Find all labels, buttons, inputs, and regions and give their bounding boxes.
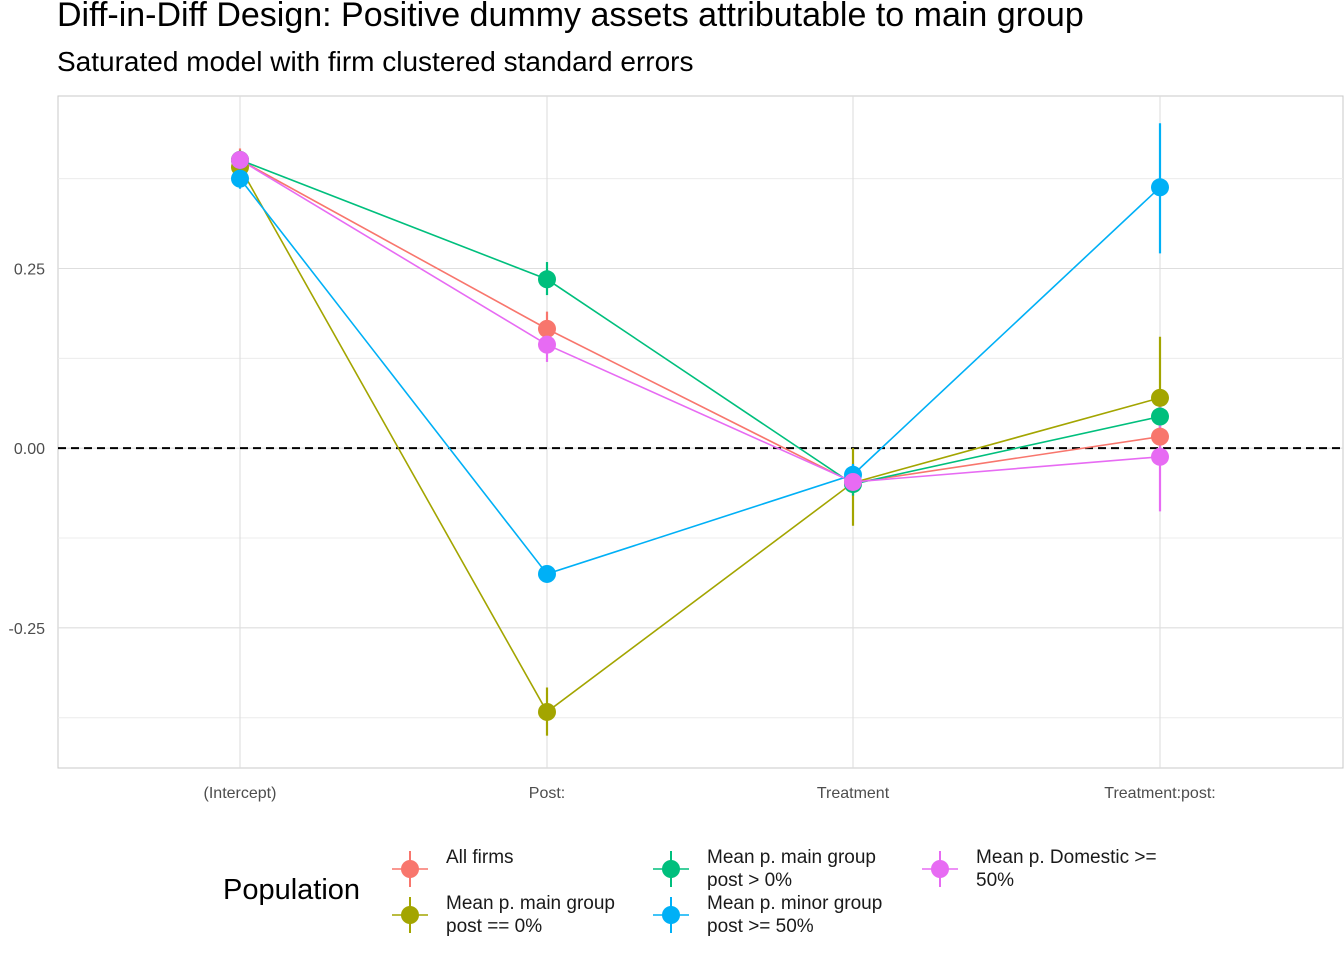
legend-item: Mean p. minor group post >= 50% [651,892,882,938]
legend-label-line: 50% [976,870,1015,891]
legend-label-line: post >= 50% [707,916,814,937]
series-line [239,159,1161,483]
data-point [538,335,556,354]
legend-key-icon [653,897,689,933]
legend-item: Mean p. main group post > 0% [651,846,876,892]
legend-item: Mean p. Domestic >= 50% [920,846,1157,892]
chart-subtitle: Saturated model with firm clustered stan… [57,46,694,77]
data-point [1151,407,1169,426]
legend-label-line: Mean p. main group [446,893,615,914]
y-tick-label: -0.25 [9,621,46,638]
data-point [1151,427,1169,446]
legend-label: All firms [446,846,514,869]
legend-key-icon [392,851,428,887]
legend-label-line: Mean p. main group [707,847,876,868]
data-point [844,472,862,491]
series-line [239,159,1161,484]
legend-label-line: All firms [446,847,514,868]
legend-item: Mean p. main group post == 0% [390,892,615,938]
legend-key-point [401,906,419,924]
x-tick-label: (Intercept) [204,785,277,802]
legend-label: Mean p. main group post > 0% [707,846,876,892]
legend-label: Mean p. minor group post >= 50% [707,892,882,938]
legend-label-line: Mean p. Domestic >= [976,847,1157,868]
y-tick-label: 0.25 [14,261,45,278]
data-point [1151,447,1169,466]
data-point [231,150,249,169]
axes: -0.25 0.00 0.25 (Intercept) Post: Treatment Tr… [9,261,1216,802]
legend-key-point [401,860,419,878]
chart-title: Diff-in-Diff Design: Positive dummy asse… [57,0,1084,34]
data-point [1151,388,1169,407]
legend-label-line: Mean p. minor group [707,893,883,914]
x-tick-label: Treatment:post: [1104,785,1215,802]
legend-label: Mean p. main group post == 0% [446,892,615,938]
data-point [538,319,556,338]
legend-key-icon [392,897,428,933]
legend-label-line: post > 0% [707,870,793,891]
data-point [1151,178,1169,197]
legend-key-icon [922,851,958,887]
data-point [538,702,556,721]
legend-title: Population [223,874,361,906]
legend-label: Mean p. Domestic >= 50% [976,846,1157,892]
legend-key-icon [653,851,689,887]
y-tick-label: 0.00 [14,441,45,458]
series-line [239,178,1161,575]
data-point [538,564,556,583]
data-point [538,270,556,289]
legend-key-point [931,860,949,878]
panel-border [57,95,1344,769]
legend-key-point [662,860,680,878]
series-layer [231,123,1169,736]
legend-item: All firms [390,846,514,889]
x-tick-label: Post: [529,785,565,802]
series-line [239,166,1161,714]
data-point [231,169,249,188]
legend-key-point [662,906,680,924]
x-tick-label: Treatment [817,785,890,802]
series-line [239,159,1161,485]
legend-label-line: post == 0% [446,916,543,937]
